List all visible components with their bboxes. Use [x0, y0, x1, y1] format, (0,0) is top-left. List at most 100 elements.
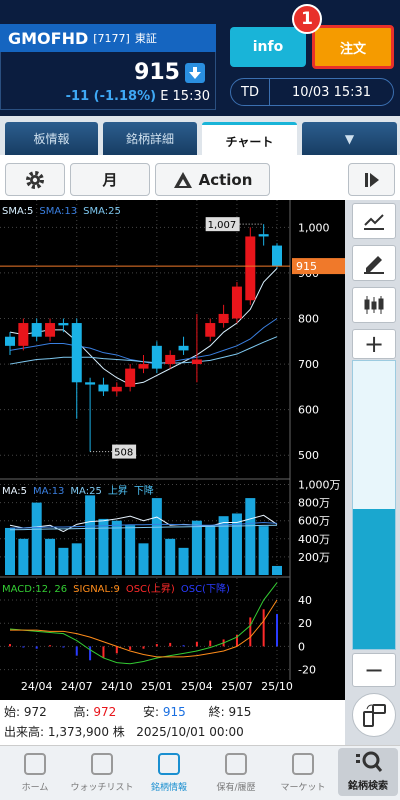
x-tick-label: 25/04 — [181, 680, 213, 693]
candle-body — [58, 323, 69, 326]
date: 2025/10/01 00:00 — [136, 725, 244, 739]
osc-bar — [9, 644, 11, 647]
tab[interactable]: 板情報 — [5, 122, 98, 155]
volume-bar — [165, 538, 176, 575]
legend-label: MA:25 — [70, 486, 101, 497]
candle-body — [111, 386, 122, 392]
draw-button[interactable] — [352, 245, 396, 281]
nav-label: 保有/履歴 — [216, 783, 256, 793]
open: 972 — [23, 705, 47, 719]
nav-item[interactable]: ホーム — [2, 748, 68, 798]
annotation-box — [112, 444, 137, 459]
volume-bar — [205, 525, 216, 575]
last-price-label: 915 — [296, 260, 317, 273]
osc-bar — [89, 646, 92, 661]
y-tick-label: 0 — [298, 640, 305, 653]
tab-active[interactable]: チャート — [202, 122, 297, 158]
y-tick-label: 700 — [298, 358, 319, 371]
legend-label: 下降 — [134, 484, 154, 497]
nav-label: マーケット — [280, 783, 326, 793]
volume-bar — [231, 513, 242, 575]
open-label: 始: — [4, 705, 21, 719]
y-tick-label: 800 — [298, 312, 319, 325]
candle-body — [205, 323, 216, 337]
volume-bar — [98, 518, 109, 575]
legend-label: SIGNAL:9 — [73, 584, 120, 595]
legend-label: SMA:13 — [39, 206, 77, 217]
osc-bar — [209, 640, 212, 647]
nav-item[interactable]: 銘柄情報 — [136, 748, 202, 798]
y-tick-label: 800万 — [298, 497, 330, 510]
market: 東証 — [134, 32, 157, 45]
settings-button[interactable] — [5, 163, 65, 196]
nav-bar — [0, 745, 400, 800]
candle-body — [98, 384, 109, 392]
line-series — [9, 524, 278, 531]
volume-bar — [85, 495, 96, 575]
y-tick-label: 1,000 — [298, 221, 330, 234]
line-series — [10, 522, 278, 529]
low-label: 安: — [142, 705, 160, 719]
datetime-pill: TD 10/03 15:31 — [230, 78, 394, 106]
volume-bar — [245, 498, 256, 575]
y-tick-label: 40 — [298, 594, 312, 607]
rotate-button[interactable] — [352, 693, 396, 737]
legend-label: MA:13 — [33, 486, 64, 497]
zoom-in[interactable]: + — [352, 329, 396, 359]
osc-bar — [102, 646, 105, 658]
candle-button[interactable] — [352, 287, 396, 323]
legend-label: MACD:12, 26 — [2, 584, 67, 595]
osc-bar — [195, 641, 198, 647]
osc-bar — [276, 613, 278, 647]
close-label: 終: — [208, 705, 225, 719]
volume-bar — [218, 516, 229, 575]
datetime-value: 10/03 15:31 — [291, 84, 372, 100]
candle-body — [18, 323, 29, 346]
osc-bar — [22, 646, 25, 648]
candle-body — [125, 368, 136, 387]
tab-dropdown[interactable]: ▼ — [302, 122, 397, 155]
volume-bar — [18, 538, 29, 575]
badge: 1 — [292, 4, 322, 34]
down-arrow-icon — [185, 63, 205, 83]
zoom-slider[interactable] — [352, 360, 396, 650]
legend-label: OSC(上昇) — [126, 583, 175, 595]
osc-bar — [155, 644, 158, 647]
change: -11 (-1.18%) — [65, 89, 157, 104]
y-tick-label: 600万 — [298, 515, 330, 528]
tab[interactable]: 銘柄詳細 — [103, 122, 197, 155]
chart-area: 5006007008009001,0001,007508915SMA:5SMA:… — [0, 200, 345, 700]
volume-bar — [258, 526, 269, 575]
low: 915 — [162, 705, 186, 719]
annotation-box — [205, 217, 240, 232]
volume-bar — [111, 520, 122, 575]
play-button[interactable] — [348, 163, 395, 196]
osc-bar — [169, 642, 172, 647]
nav-item[interactable]: マーケット — [270, 748, 336, 798]
candle-body — [151, 345, 162, 369]
period-button[interactable]: 月 — [70, 163, 150, 196]
high-label: 高: — [73, 705, 90, 719]
nav-item[interactable]: 保有/履歴 — [203, 748, 269, 798]
volume-bar — [191, 520, 202, 575]
price-box — [0, 52, 216, 110]
indicator-button[interactable] — [352, 203, 396, 239]
order-button[interactable]: 注文 — [312, 25, 394, 69]
volume-bar — [31, 502, 42, 575]
candle-body — [231, 286, 242, 319]
search-button[interactable]: 銘柄検索 — [338, 748, 398, 796]
zoom-out[interactable]: − — [352, 653, 396, 687]
volume-bar — [45, 538, 56, 575]
last-price-tag — [292, 258, 345, 275]
info-button[interactable]: info — [230, 27, 306, 67]
nav-item[interactable]: ウォッチリスト — [69, 748, 135, 798]
symbol-bar: GMOFHD [7177] 東証 — [0, 24, 216, 52]
x-tick-label: 24/04 — [21, 680, 53, 693]
action-button[interactable]: Action — [155, 163, 270, 196]
y-tick-label: 500 — [298, 449, 319, 462]
action-label: Action — [198, 170, 253, 189]
symbol: GMOFHD — [8, 28, 89, 48]
candle-body — [245, 236, 256, 301]
nav-label: ホーム — [21, 783, 49, 793]
